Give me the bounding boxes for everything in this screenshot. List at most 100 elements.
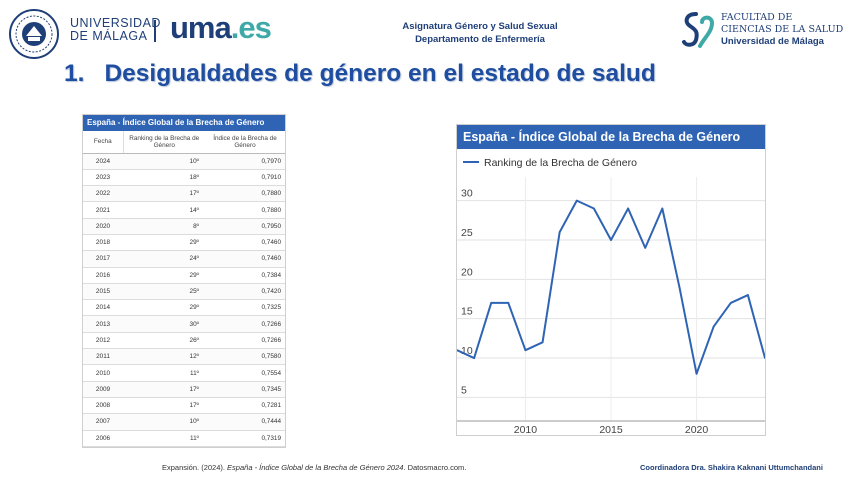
data-point bbox=[541, 341, 544, 344]
cell-index: 0,7266 bbox=[205, 315, 285, 333]
legend-label: Ranking de la Brecha de Género bbox=[484, 157, 637, 169]
cell-date: 2024 bbox=[83, 153, 123, 170]
data-point bbox=[695, 372, 698, 375]
ranking-line-chart: España - Índice Global de la Brecha de G… bbox=[456, 124, 766, 436]
y-tick-label: 15 bbox=[461, 306, 473, 318]
table-row: 2007 10º 0,7444 bbox=[83, 413, 285, 431]
cell-date: 2008 bbox=[83, 397, 123, 415]
cell-index: 0,7950 bbox=[205, 218, 285, 235]
table-header-row: Fecha Ranking de la Brecha de Género Índ… bbox=[83, 131, 285, 154]
cell-index: 0,7319 bbox=[205, 430, 285, 447]
cell-date: 2012 bbox=[83, 332, 123, 350]
cell-ranking: 29º bbox=[123, 267, 205, 284]
data-point bbox=[712, 325, 715, 328]
cell-ranking: 18º bbox=[123, 169, 205, 187]
faculty-logo-icon bbox=[682, 12, 715, 48]
table-row: 2013 30º 0,7266 bbox=[83, 315, 285, 333]
cell-date: 2014 bbox=[83, 299, 123, 317]
cell-index: 0,7460 bbox=[205, 250, 285, 268]
y-tick-label: 30 bbox=[461, 188, 473, 200]
cell-date: 2020 bbox=[83, 218, 123, 235]
slide-number: 1. bbox=[64, 60, 85, 87]
data-point bbox=[575, 199, 578, 202]
gender-gap-table: España - Índice Global de la Brecha de G… bbox=[82, 114, 286, 448]
faculty-name: FACULTAD DE CIENCIAS DE LA SALUD Univers… bbox=[721, 12, 844, 47]
data-point bbox=[678, 286, 681, 288]
data-point bbox=[490, 302, 493, 304]
cell-ranking: 11º bbox=[123, 430, 205, 447]
cell-ranking: 10º bbox=[123, 413, 205, 431]
chart-title: España - Índice Global de la Brecha de G… bbox=[457, 125, 765, 149]
data-point bbox=[661, 207, 664, 210]
logo-separator bbox=[154, 20, 156, 42]
table-row: 2024 10º 0,7970 bbox=[83, 153, 285, 170]
cell-ranking: 25º bbox=[123, 283, 205, 301]
table-row: 2014 29º 0,7325 bbox=[83, 299, 285, 317]
cell-date: 2022 bbox=[83, 185, 123, 203]
x-tick-label: 2020 bbox=[685, 424, 709, 436]
cell-date: 2011 bbox=[83, 348, 123, 366]
cell-ranking: 17º bbox=[123, 381, 205, 398]
cell-index: 0,7880 bbox=[205, 185, 285, 203]
y-tick-label: 20 bbox=[461, 266, 473, 278]
university-seal-icon bbox=[9, 9, 59, 59]
table-row: 2011 12º 0,7580 bbox=[83, 348, 285, 366]
table-row: 2021 14º 0,7880 bbox=[83, 201, 285, 219]
column-header-date: Fecha bbox=[83, 131, 124, 154]
cell-ranking: 12º bbox=[123, 348, 205, 366]
cell-ranking: 14º bbox=[123, 201, 205, 219]
data-point bbox=[747, 294, 749, 296]
y-tick-label: 10 bbox=[461, 345, 473, 357]
cell-date: 2009 bbox=[83, 381, 123, 398]
cell-index: 0,7970 bbox=[205, 153, 285, 170]
table-row: 2020 8º 0,7950 bbox=[83, 218, 285, 235]
table-row: 2022 17º 0,7880 bbox=[83, 185, 285, 203]
cell-ranking: 30º bbox=[123, 315, 205, 333]
y-tick-label: 5 bbox=[461, 384, 467, 396]
cell-index: 0,7880 bbox=[205, 201, 285, 219]
data-point bbox=[644, 247, 647, 249]
cell-ranking: 8º bbox=[123, 218, 205, 235]
department-name: Departamento de Enfermería bbox=[415, 34, 545, 45]
table-row: 2016 29º 0,7384 bbox=[83, 267, 285, 284]
cell-ranking: 29º bbox=[123, 234, 205, 252]
cell-date: 2015 bbox=[83, 283, 123, 301]
data-point bbox=[558, 231, 561, 233]
cell-index: 0,7325 bbox=[205, 299, 285, 317]
cell-date: 2016 bbox=[83, 267, 123, 284]
cell-index: 0,7554 bbox=[205, 364, 285, 382]
y-tick-label: 25 bbox=[461, 227, 473, 239]
data-point bbox=[457, 349, 458, 351]
table-row: 2017 24º 0,7460 bbox=[83, 250, 285, 268]
cell-ranking: 17º bbox=[123, 185, 205, 203]
cell-index: 0,7910 bbox=[205, 169, 285, 187]
cell-index: 0,7420 bbox=[205, 283, 285, 301]
cell-date: 2007 bbox=[83, 413, 123, 431]
cell-date: 2010 bbox=[83, 364, 123, 382]
cell-index: 0,7345 bbox=[205, 381, 285, 398]
source-citation: Expansión. (2024). España - Índice Globa… bbox=[162, 463, 467, 472]
table-row: 2009 17º 0,7345 bbox=[83, 381, 285, 398]
course-name: Asignatura Género y Salud Sexual bbox=[402, 21, 558, 32]
cell-ranking: 10º bbox=[123, 153, 205, 170]
cell-index: 0,7384 bbox=[205, 267, 285, 284]
table-row: 2015 25º 0,7420 bbox=[83, 283, 285, 301]
cell-ranking: 26º bbox=[123, 332, 205, 350]
cell-date: 2023 bbox=[83, 169, 123, 187]
slide-title-text: Desigualdades de género en el estado de … bbox=[104, 60, 656, 87]
data-point bbox=[627, 207, 629, 210]
university-name: UNIVERSIDAD DE MÁLAGA bbox=[70, 16, 161, 43]
data-point bbox=[610, 239, 612, 241]
uma-es-logo[interactable]: uma.es bbox=[170, 10, 272, 45]
coordinator-credit: Coordinadora Dra. Shakira Kaknani Uttumc… bbox=[640, 463, 823, 472]
table-row: 2023 18º 0,7910 bbox=[83, 169, 285, 187]
table-title: España - Índice Global de la Brecha de G… bbox=[83, 115, 285, 131]
slide-title: 1. Desigualdades de género en el estado d… bbox=[64, 60, 656, 88]
cell-index: 0,7281 bbox=[205, 397, 285, 415]
cell-ranking: 24º bbox=[123, 250, 205, 268]
table-row: 2006 11º 0,7319 bbox=[83, 430, 285, 447]
column-header-ranking: Ranking de la Brecha de Género bbox=[123, 131, 205, 154]
cell-index: 0,7460 bbox=[205, 234, 285, 252]
cell-ranking: 11º bbox=[123, 364, 205, 382]
chart-plot: 5 10 15 20 25 30 2010 2015 2020 Ranking de la Bre… bbox=[457, 157, 765, 436]
